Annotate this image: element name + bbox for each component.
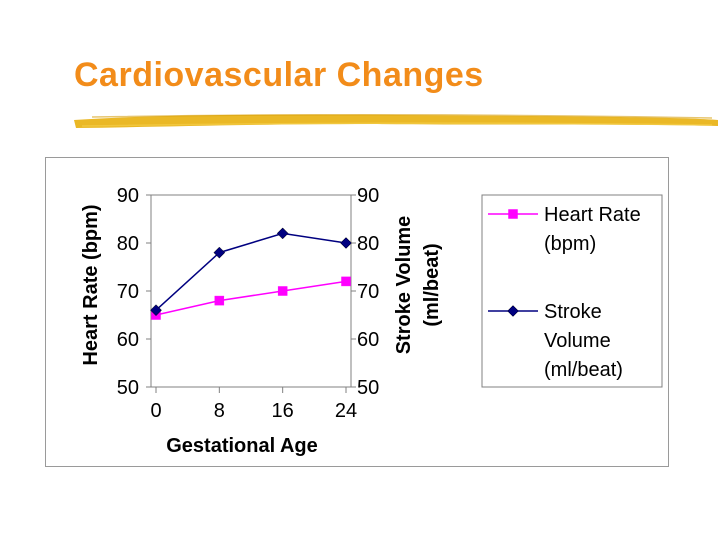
cardiovascular-chart: 50 60 70 80 90 50 60 70 80 90 0 8 16 24 Heart Rate (b… bbox=[80, 185, 663, 457]
y2-tick-label: 70 bbox=[357, 281, 379, 303]
legend-stroke-volume-marker bbox=[507, 305, 519, 317]
stroke-volume-point bbox=[276, 227, 289, 240]
legend-heart-rate-label: Heart Rate bbox=[544, 204, 641, 226]
legend-heart-rate-label: (bpm) bbox=[544, 233, 596, 255]
legend-stroke-volume-label: Stroke bbox=[544, 301, 602, 323]
plot-area bbox=[150, 194, 352, 388]
heart-rate-point bbox=[341, 276, 351, 287]
stroke-volume-point bbox=[213, 246, 226, 259]
title-underline bbox=[74, 114, 718, 128]
y2-tick-label: 60 bbox=[357, 329, 379, 351]
stroke-volume-point bbox=[150, 304, 162, 317]
legend-box bbox=[481, 194, 663, 388]
slide-title: Cardiovascular Changes bbox=[74, 56, 484, 94]
y-tick-label: 70 bbox=[117, 281, 139, 303]
y-tick-label: 80 bbox=[117, 233, 139, 255]
x-axis-title: Gestational Age bbox=[166, 435, 318, 457]
legend-stroke-volume-label: (ml/beat) bbox=[544, 359, 623, 381]
y-tick-label: 50 bbox=[117, 377, 139, 399]
y-tick-label: 60 bbox=[117, 329, 139, 351]
legend-stroke-volume-label: Volume bbox=[544, 330, 611, 352]
stroke-volume-point bbox=[340, 237, 352, 249]
heart-rate-point bbox=[277, 286, 288, 296]
y2-tick-label: 80 bbox=[357, 233, 379, 255]
chart-frame: 50 60 70 80 90 50 60 70 80 90 0 8 16 24 Heart Rate (b… bbox=[45, 157, 669, 467]
y2-tick-label: 50 bbox=[357, 377, 379, 399]
y-axis-title: Heart Rate (bpm) bbox=[80, 204, 102, 365]
x-tick-label: 16 bbox=[272, 400, 294, 422]
y2-tick-label: 90 bbox=[357, 185, 379, 207]
legend-heart-rate-marker bbox=[508, 209, 518, 219]
x-tick-label: 0 bbox=[150, 400, 161, 422]
x-tick-label: 24 bbox=[335, 400, 357, 422]
heart-rate-line bbox=[155, 280, 347, 316]
heart-rate-point bbox=[214, 295, 225, 306]
y2-axis-title-line2: (ml/beat) bbox=[421, 243, 443, 326]
y-tick-label: 90 bbox=[117, 185, 139, 207]
x-tick-label: 8 bbox=[214, 400, 225, 422]
y2-axis-title-line1: Stroke Volume bbox=[393, 216, 415, 355]
stroke-volume-line bbox=[155, 232, 347, 311]
